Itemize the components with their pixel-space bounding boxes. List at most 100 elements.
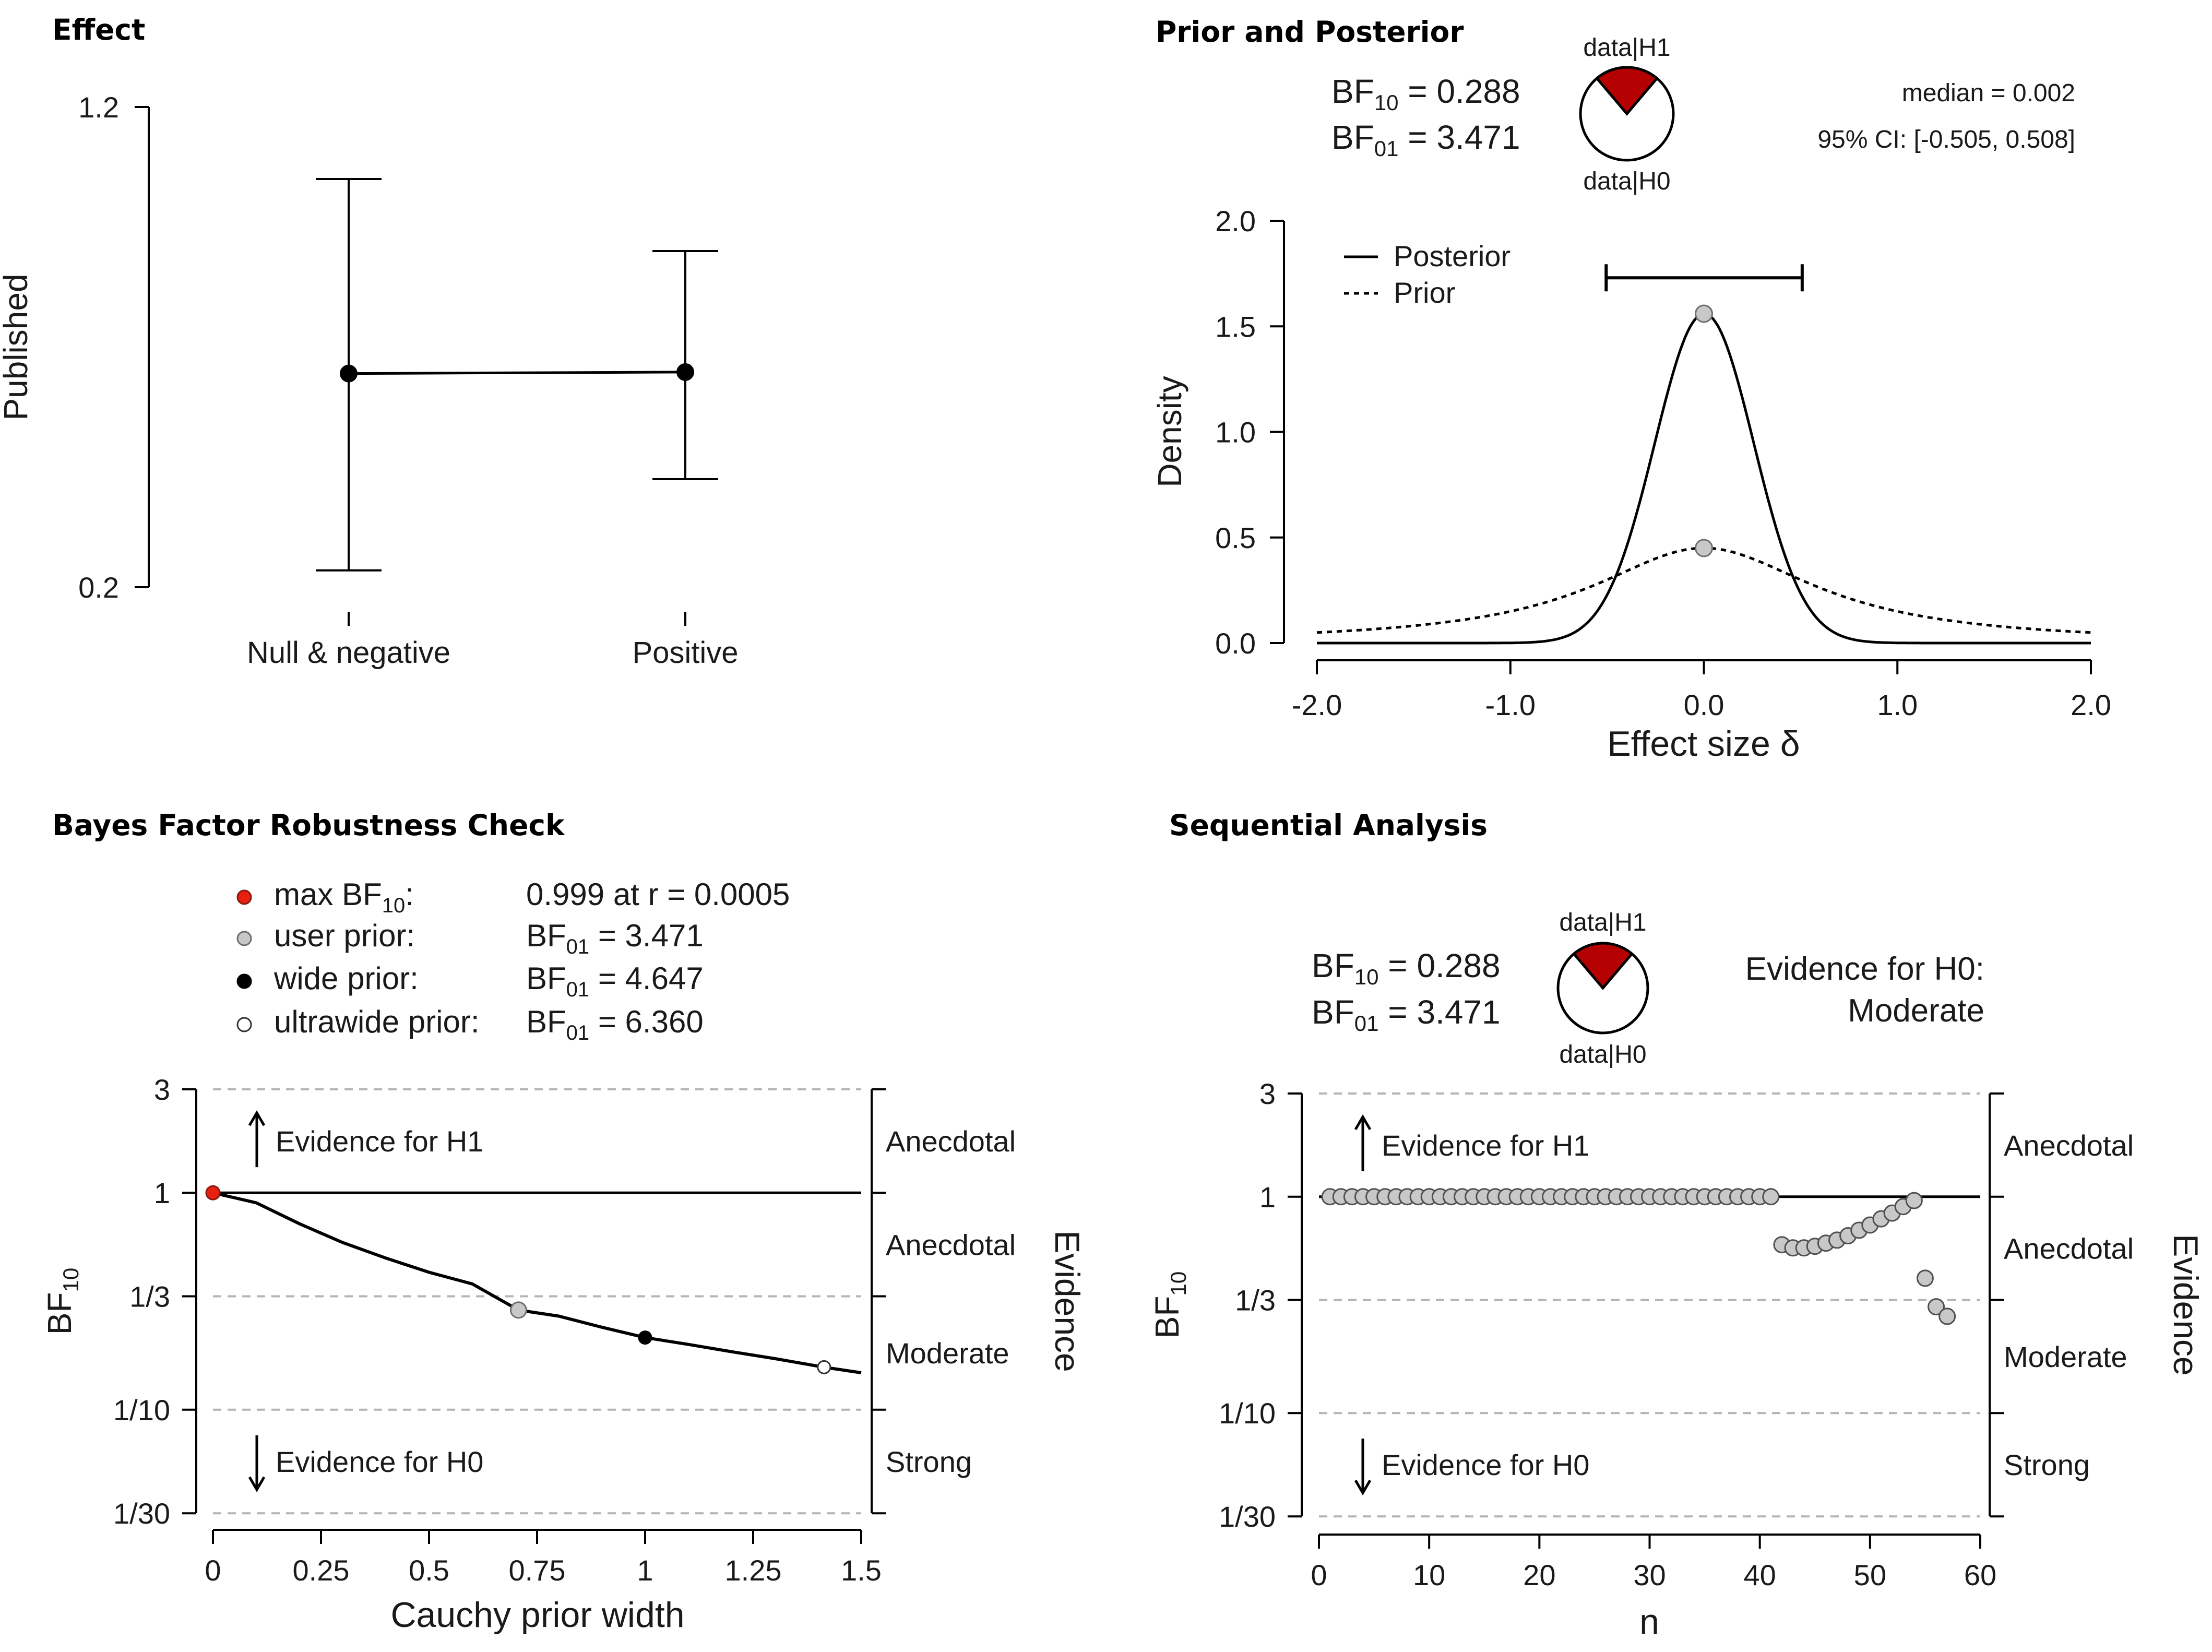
- robustness-band-label: Anecdotal: [886, 1125, 1016, 1158]
- robustness-legend-value: BF01 = 3.471: [526, 918, 704, 958]
- robustness-x-tick-label: 1.25: [725, 1554, 782, 1587]
- robustness-band-label: Strong: [886, 1445, 972, 1478]
- panel-robustness: Bayes Factor Robustness Check max BF10: 0…: [41, 809, 1087, 1635]
- pp-median: median = 0.002: [1902, 79, 2075, 107]
- robustness-legend-value: BF01 = 6.360: [526, 1004, 704, 1044]
- robustness-point-max: [205, 1185, 221, 1201]
- robustness-arrow-up-head-icon: [248, 1110, 266, 1126]
- robustness-band-label: Moderate: [886, 1337, 1009, 1370]
- seq-x-tick-label: 40: [1744, 1559, 1776, 1591]
- robustness-bf-curve: [212, 1191, 862, 1374]
- seq-pie-top-label: data|H1: [1559, 909, 1646, 936]
- seq-x-ticks: 0 10 20 30 40 50 60: [1311, 1535, 1996, 1591]
- robustness-x-tick-label: 0: [205, 1554, 221, 1587]
- pp-bf10-text: BF10 = 0.288: [1331, 73, 1520, 115]
- seq-y-tick-label: 3: [1259, 1077, 1276, 1110]
- robustness-gridlines: [213, 1088, 861, 1515]
- pp-y-tick-label: 0.5: [1215, 521, 1256, 554]
- effect-point: [340, 364, 358, 383]
- pp-pie-bottom-label: data|H0: [1583, 168, 1670, 195]
- robustness-y-tick-label: 1/10: [113, 1394, 170, 1427]
- robustness-title: Bayes Factor Robustness Check: [52, 809, 565, 842]
- effect-y-ticks: 1.2 0.2: [78, 91, 149, 604]
- seq-band-label: Strong: [2004, 1448, 2090, 1481]
- seq-evidence-h0: Evidence for H0: [1382, 1448, 1589, 1481]
- seq-x-tick-label: 20: [1523, 1559, 1555, 1591]
- robustness-legend-label: max BF10:: [274, 877, 414, 917]
- seq-x-label: n: [1639, 1602, 1659, 1642]
- robustness-x-tick-label: 0.75: [509, 1554, 566, 1587]
- robustness-legend-marker-ultrawide: [236, 1017, 252, 1032]
- robustness-legend-label: wide prior:: [273, 961, 419, 996]
- pp-legend-prior: Prior: [1394, 276, 1455, 309]
- panel-sequential: Sequential Analysis BF10 = 0.288 BF01 = …: [1148, 809, 2205, 1642]
- robustness-y-tick-label: 3: [154, 1073, 170, 1106]
- sequential-title: Sequential Analysis: [1169, 809, 1488, 842]
- prior-posterior-title: Prior and Posterior: [1156, 15, 1464, 49]
- seq-arrow-down-head-icon: [1354, 1479, 1372, 1496]
- pp-y-label: Density: [1151, 376, 1188, 487]
- seq-y-tick-label: 1: [1259, 1181, 1276, 1214]
- seq-y-ticks: 3 1 1/3 1/10 1/30: [1219, 1077, 2004, 1533]
- robustness-legend: max BF10: 0.999 at r = 0.0005 user prior: B…: [236, 877, 790, 1044]
- seq-x-tick-label: 50: [1854, 1559, 1886, 1591]
- seq-bf01-text: BF01 = 3.471: [1312, 993, 1501, 1036]
- robustness-y-label-sub: 10: [58, 1268, 83, 1292]
- seq-evidence-h1: Evidence for H1: [1382, 1129, 1589, 1162]
- seq-x-tick-label: 60: [1964, 1559, 1996, 1591]
- seq-x-tick-label: 30: [1633, 1559, 1666, 1591]
- pp-x-tick-label: -2.0: [1292, 688, 1342, 721]
- seq-band-label: Anecdotal: [2004, 1129, 2134, 1162]
- robustness-legend-marker-user: [236, 931, 252, 946]
- seq-y-tick-label: 1/10: [1219, 1397, 1276, 1430]
- robustness-y-tick-label: 1/30: [113, 1497, 170, 1530]
- pp-bf01-value: = 3.471: [1399, 118, 1520, 156]
- robustness-x-tick-label: 0.5: [409, 1554, 449, 1587]
- robustness-legend-marker-wide: [236, 973, 252, 989]
- pp-bf01-text: BF01 = 3.471: [1331, 118, 1520, 161]
- seq-bf10-value: = 0.288: [1379, 947, 1501, 984]
- robustness-point-ultrawide: [817, 1360, 831, 1374]
- seq-y-label-sub: 10: [1166, 1271, 1191, 1296]
- pp-x-tick-label: 0.0: [1684, 688, 1725, 721]
- robustness-evidence-h1: Evidence for H1: [276, 1125, 483, 1158]
- robustness-point-user: [509, 1301, 527, 1319]
- effect-point: [676, 363, 694, 381]
- robustness-legend-label: ultrawide prior:: [274, 1004, 480, 1039]
- seq-pie-bottom-label: data|H0: [1559, 1041, 1646, 1068]
- effect-y-tick-label: 0.2: [78, 571, 119, 604]
- robustness-right-label: Evidence: [1048, 1230, 1087, 1372]
- robustness-arrow-down-head-icon: [248, 1476, 266, 1492]
- robustness-x-tick-label: 1.5: [841, 1554, 882, 1587]
- seq-point: [1939, 1308, 1956, 1325]
- seq-evidence-line1: Evidence for H0:: [1745, 951, 1984, 987]
- seq-arrow-up-head-icon: [1354, 1114, 1372, 1131]
- seq-right-label: Evidence: [2167, 1234, 2205, 1376]
- robustness-y-tick-label: 1: [154, 1176, 170, 1209]
- seq-band-label: Moderate: [2004, 1340, 2127, 1373]
- pp-y-ticks: 0.0 0.5 1.0 1.5 2.0: [1215, 205, 1284, 660]
- robustness-x-ticks: 0 0.25 0.5 0.75 1 1.25 1.5: [205, 1530, 882, 1587]
- effect-connecting-line: [348, 371, 686, 375]
- pp-y-tick-label: 0.0: [1215, 627, 1256, 660]
- seq-annotations: Evidence for H1 Evidence for H0 Anecdotal A…: [1354, 1114, 2134, 1496]
- pp-legend-posterior: Posterior: [1394, 240, 1511, 272]
- effect-y-label: Published: [0, 274, 34, 420]
- pp-pie-top-label: data|H1: [1583, 34, 1670, 62]
- robustness-y-label-main: BF: [41, 1292, 78, 1335]
- pp-bf10-value: = 0.288: [1399, 73, 1520, 110]
- effect-y-tick-label: 1.2: [78, 91, 119, 124]
- effect-title: Effect: [52, 13, 145, 46]
- robustness-x-tick-label: 0.25: [293, 1554, 350, 1587]
- pp-x-tick-label: 2.0: [2071, 688, 2111, 721]
- seq-y-label: BF10: [1148, 1271, 1191, 1339]
- robustness-legend-marker-max: [236, 889, 252, 905]
- seq-evidence-line2: Moderate: [1848, 993, 1984, 1029]
- pp-x-label: Effect size δ: [1607, 724, 1800, 764]
- pp-y-tick-label: 1.5: [1215, 310, 1256, 343]
- robustness-y-label: BF10: [41, 1268, 83, 1335]
- pp-prior-curve: [1316, 546, 2091, 634]
- robustness-annotations: Evidence for H1 Evidence for H0 Anecdotal A…: [248, 1110, 1016, 1492]
- pp-bf10-sub: 10: [1374, 90, 1399, 115]
